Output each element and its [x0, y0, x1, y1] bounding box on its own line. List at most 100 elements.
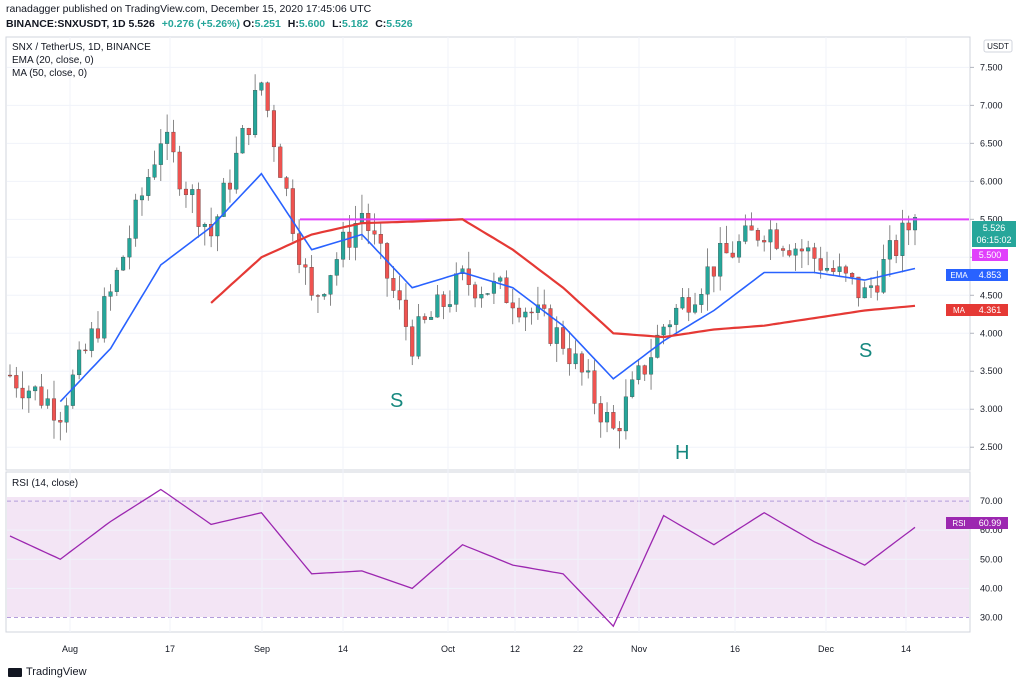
candle-body: [724, 243, 729, 254]
candle-body: [504, 277, 509, 303]
candle-body: [730, 252, 735, 258]
candle-body: [234, 152, 239, 190]
footer-brand[interactable]: TradingView: [26, 666, 87, 678]
candle-body: [89, 328, 94, 351]
low-value: 5.182: [341, 18, 369, 30]
candle-body: [378, 234, 383, 244]
right-shoulder-label: S: [859, 340, 872, 362]
price-tick-label: 6.000: [980, 176, 1003, 186]
candle-body: [818, 258, 823, 271]
candle-body: [410, 326, 415, 357]
candle-body: [667, 324, 672, 328]
candle-body: [856, 276, 861, 299]
candle-body: [39, 386, 44, 406]
time-tick-label: Dec: [818, 644, 835, 654]
currency-box: [983, 39, 1013, 53]
candle-body: [341, 231, 346, 260]
candle-body: [868, 285, 874, 288]
candle-body: [605, 412, 610, 423]
candle-body: [146, 177, 151, 196]
rsi-tick-label: 40.00: [980, 583, 1003, 593]
candle-body: [831, 267, 836, 272]
candle-body: [617, 428, 622, 432]
candle-body: [309, 267, 314, 296]
grid: [7, 37, 969, 632]
candle-body: [221, 182, 226, 217]
candle-body: [240, 128, 245, 154]
ma-value-text: 4.361: [979, 305, 1002, 315]
price-tick-label: 4.500: [980, 290, 1003, 300]
legend-title: SNX / TetherUS, 1D, BINANCE: [12, 42, 151, 53]
candle-body: [642, 365, 647, 375]
candle-body: [165, 131, 170, 144]
rsi-pane-frame: [5, 471, 971, 633]
candle-body: [121, 256, 126, 271]
candle-body: [737, 241, 742, 258]
ema-line: [59, 172, 916, 403]
time-tick-label: 12: [510, 644, 520, 654]
candle-body: [83, 349, 88, 352]
symbol-name: BINANCE:SNXUSDT, 1D: [6, 18, 126, 30]
time-tick-label: Sep: [254, 644, 270, 654]
rsi-badge-label: RSI: [952, 519, 965, 528]
candle-body: [284, 177, 289, 189]
candle-body: [359, 212, 364, 224]
candle-body: [422, 316, 427, 320]
tradingview-logo-icon: [8, 668, 22, 677]
candle-body: [517, 307, 522, 318]
time-tick-label: Aug: [62, 644, 78, 654]
candle-body: [246, 128, 251, 136]
close-label: C:: [375, 18, 387, 30]
price-tick-label: 4.000: [980, 328, 1003, 338]
open-label: O:: [242, 18, 255, 30]
ema-value-badge: [972, 269, 1008, 281]
ma-badge-label: MA: [953, 306, 966, 315]
candle-body: [20, 387, 25, 399]
candle-body: [806, 247, 811, 252]
time-tick-label: 22: [573, 644, 583, 654]
candle-body: [454, 273, 459, 305]
countdown-text: 06:15:02: [976, 235, 1011, 245]
candle-body: [33, 386, 38, 392]
close-value: 5.526: [386, 18, 413, 30]
candle-body: [26, 390, 31, 399]
candle-body: [416, 316, 421, 357]
candle-body: [328, 275, 333, 295]
time-tick-label: 14: [901, 644, 911, 654]
time-tick-label: 14: [338, 644, 348, 654]
candle-body: [152, 164, 157, 178]
candle-body: [271, 110, 276, 148]
rsi-axis: 70.00 60.00 50.00 40.00 30.00: [980, 496, 1003, 622]
candle-body: [297, 233, 302, 265]
candle-body: [592, 370, 597, 404]
ma-badge: [946, 304, 972, 316]
price-tick-label: 2.500: [980, 442, 1003, 452]
candle-body: [133, 199, 138, 239]
candle-body: [45, 398, 50, 406]
legend-ma: MA (50, close, 0): [12, 68, 88, 79]
price-tick-label: 7.500: [980, 62, 1003, 72]
candle-body: [190, 189, 195, 196]
candle-body: [460, 268, 465, 274]
low-label: L:: [332, 18, 342, 30]
price-tick-label: 7.000: [980, 100, 1003, 110]
currency-label: USDT: [987, 42, 1009, 51]
candle-body: [58, 420, 63, 423]
candle-body: [793, 248, 798, 256]
price-tick-label: 3.500: [980, 366, 1003, 376]
time-tick-label: 16: [730, 644, 740, 654]
candle-body: [127, 238, 132, 258]
candle-body: [598, 403, 603, 423]
candle-body: [209, 224, 214, 237]
candle-body: [906, 222, 911, 231]
candle-body: [334, 259, 339, 276]
candle-body: [824, 267, 830, 271]
price-pane-frame: [5, 36, 971, 471]
candle-body: [894, 240, 899, 256]
time-axis: Aug 17 Sep 14 Oct 12 22 Nov 16 Dec 14: [62, 644, 911, 654]
rsi-line: [9, 488, 916, 628]
candle-body: [171, 131, 176, 153]
candle-body: [649, 357, 654, 375]
candle-body: [774, 229, 779, 249]
